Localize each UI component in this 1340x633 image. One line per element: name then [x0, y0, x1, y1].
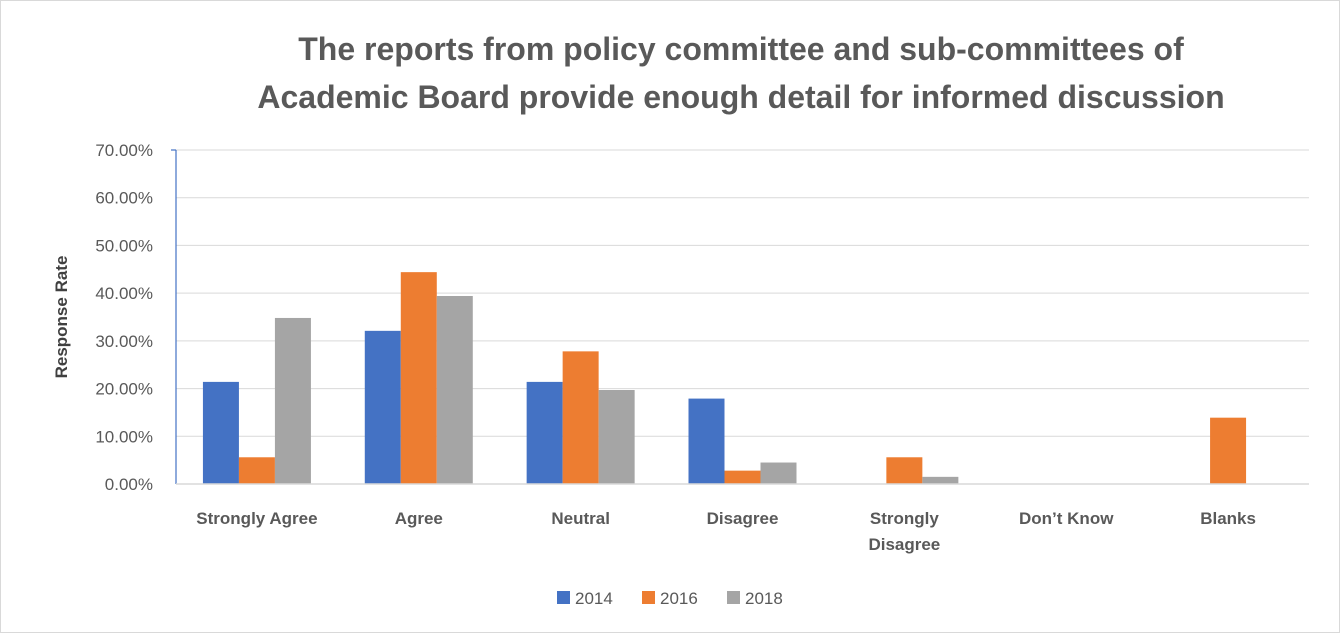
- y-tick-label: 0.00%: [105, 475, 153, 494]
- title-line-1: The reports from policy committee and su…: [298, 31, 1184, 67]
- bar-2018: [760, 462, 797, 484]
- y-axis-title: Response Rate: [52, 256, 71, 379]
- y-tick-label: 30.00%: [95, 332, 153, 351]
- bar-2016: [562, 351, 599, 484]
- x-category-label-line: Agree: [395, 509, 443, 528]
- y-axis-ticks: 0.00% 10.00% 20.00% 30.00% 40.00% 50.00% 60.00…: [95, 141, 153, 494]
- x-category-label-line: Don’t Know: [1019, 509, 1114, 528]
- legend-item-2014[interactable]: 2014: [557, 589, 613, 608]
- legend-label-2018: 2018: [745, 589, 783, 608]
- bar-2014: [364, 330, 401, 484]
- bar-2018: [274, 317, 311, 484]
- y-tick-label: 70.00%: [95, 141, 153, 160]
- bar-2016: [1210, 417, 1247, 484]
- legend-label-2014: 2014: [575, 589, 613, 608]
- y-axis-title: Response Rate: [52, 256, 71, 379]
- legend-swatch-2014: [557, 591, 570, 604]
- gridlines: [176, 149, 1309, 437]
- x-category-label: Strongly Disagree: [868, 509, 940, 554]
- legend-label-2016: 2016: [660, 589, 698, 608]
- x-category-label: Strongly Agree: [196, 509, 317, 528]
- legend-swatch-2018: [727, 591, 740, 604]
- bar-2016: [400, 272, 437, 484]
- x-category-label: Neutral: [551, 509, 610, 528]
- x-axis-labels: Strongly Agree Agree Neutral Disagree Strong…: [196, 509, 1256, 554]
- x-category-label-line: Blanks: [1200, 509, 1256, 528]
- legend-item-2016[interactable]: 2016: [642, 589, 698, 608]
- bar-2014: [202, 381, 239, 484]
- x-category-label: Disagree: [707, 509, 779, 528]
- legend-item-2018[interactable]: 2018: [727, 589, 783, 608]
- bar-2014: [688, 398, 725, 484]
- axes: [171, 149, 1309, 485]
- bar-2016: [724, 470, 761, 484]
- legend[interactable]: 2014 2016 2018: [557, 589, 783, 608]
- y-tick-label: 40.00%: [95, 284, 153, 303]
- bar-2018: [436, 296, 473, 484]
- y-tick-label: 60.00%: [95, 189, 153, 208]
- title-line-2: Academic Board provide enough detail for…: [257, 79, 1224, 115]
- x-category-label-line: Disagree: [868, 535, 940, 554]
- bar-2016: [238, 457, 275, 484]
- bar-2016: [886, 457, 923, 484]
- chart-title: The reports from policy committee and su…: [257, 31, 1224, 115]
- x-category-label: Agree: [395, 509, 443, 528]
- bar-2018: [598, 390, 635, 484]
- bar-2018: [922, 476, 959, 484]
- x-category-label: Blanks: [1200, 509, 1256, 528]
- bar-2014: [526, 381, 563, 484]
- y-tick-label: 10.00%: [95, 427, 153, 446]
- x-category-label-line: Neutral: [551, 509, 610, 528]
- y-tick-label: 50.00%: [95, 236, 153, 255]
- legend-swatch-2016: [642, 591, 655, 604]
- bars: [202, 272, 1247, 484]
- x-category-label: Don’t Know: [1019, 509, 1114, 528]
- y-tick-label: 20.00%: [95, 380, 153, 399]
- x-category-label-line: Strongly: [870, 509, 939, 528]
- x-category-label-line: Strongly Agree: [196, 509, 317, 528]
- x-category-label-line: Disagree: [707, 509, 779, 528]
